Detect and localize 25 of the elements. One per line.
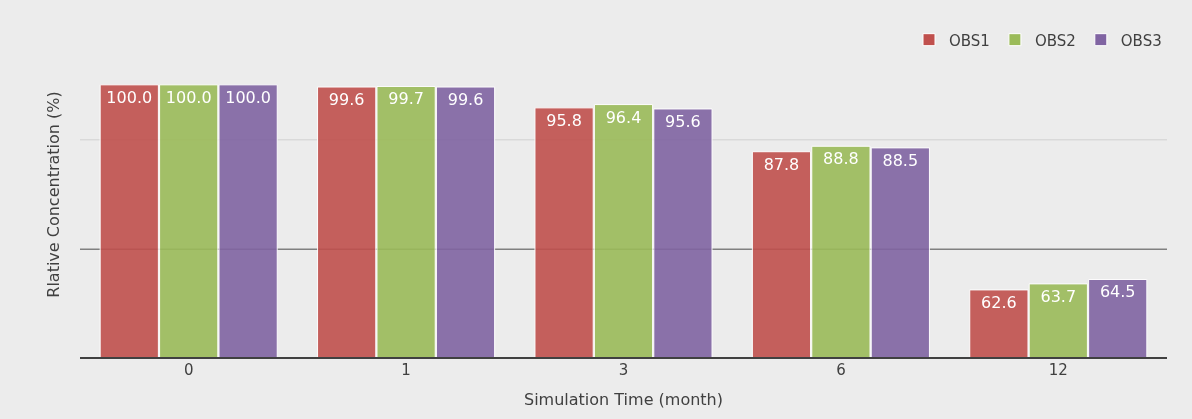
- x-tick-label: 1: [401, 361, 411, 379]
- data-label: 64.5: [1099, 282, 1136, 302]
- data-label: 100.0: [225, 87, 272, 107]
- legend-label: OBS3: [1120, 31, 1162, 50]
- data-label: 100.0: [106, 87, 153, 107]
- data-label: 88.8: [823, 149, 859, 169]
- data-label: 99.6: [328, 90, 365, 110]
- legend-label: OBS1: [949, 31, 990, 50]
- data-label: 63.7: [1040, 286, 1077, 306]
- x-tick-label: 3: [618, 361, 629, 379]
- data-label: 62.6: [981, 292, 1017, 312]
- x-axis-title: Simulation Time (month): [524, 389, 723, 409]
- data-label: 99.7: [388, 89, 424, 109]
- data-label: 87.8: [763, 154, 800, 174]
- x-tick-label: 0: [183, 361, 194, 379]
- data-label: 96.4: [605, 107, 642, 127]
- y-axis-title: Rlative Concentration (%): [43, 91, 63, 298]
- data-label: 95.8: [546, 110, 582, 130]
- data-label: 100.0: [165, 87, 212, 107]
- data-label: 88.5: [882, 150, 919, 170]
- legend-label: OBS2: [1034, 31, 1076, 50]
- data-label: 99.6: [447, 90, 484, 110]
- data-label: 95.6: [665, 111, 701, 131]
- x-tick-label: 6: [836, 361, 846, 379]
- x-tick-label: 12: [1048, 361, 1068, 379]
